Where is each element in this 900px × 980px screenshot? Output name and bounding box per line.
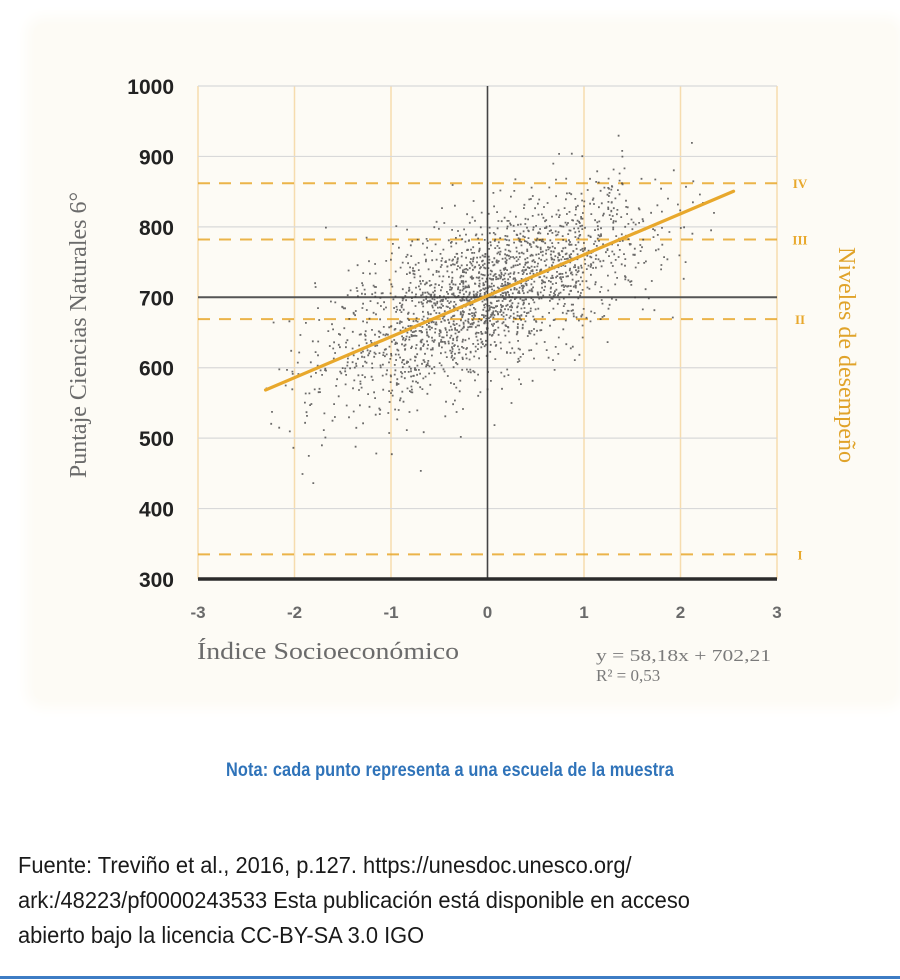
x-axis-ticks: -3 -2 -1 0 1 2 3 — [190, 603, 781, 622]
source-line: Fuente: Treviño et al., 2016, p.127. htt… — [18, 852, 632, 878]
x-tick-label: -3 — [190, 603, 205, 622]
y-axis-label: Puntaje Ciencias Naturales 6° — [66, 192, 92, 478]
y-axis-ticks: 1000 900 800 700 600 500 400 300 — [127, 76, 174, 592]
y-tick-label: 400 — [139, 499, 174, 522]
y-tick-label: 1000 — [127, 76, 174, 99]
regression-equation: y = 58,18x + 702,21 — [596, 646, 771, 665]
chart-note: Nota: cada punto representa a una escuel… — [226, 760, 674, 781]
y-tick-label: 900 — [139, 146, 174, 169]
scatter-chart: 1000 900 800 700 600 500 400 300 -3 -2 -1 0 1 2 3 IV I… — [66, 76, 859, 685]
regression-line — [263, 189, 736, 392]
x-tick-label: 0 — [483, 603, 492, 622]
chart-card — [34, 24, 896, 700]
reference-lines — [198, 86, 777, 581]
level-label-III: III — [792, 233, 807, 248]
x-tick-label: -2 — [287, 603, 302, 622]
x-tick-label: 2 — [676, 603, 685, 622]
x-tick-label: -1 — [383, 603, 398, 622]
x-axis-label: Índice Socioeconómico — [197, 639, 459, 665]
source-line: abierto bajo la licencia CC-BY-SA 3.0 IG… — [18, 922, 425, 948]
level-label-I: I — [797, 547, 802, 562]
y-tick-label: 600 — [139, 358, 174, 381]
secondary-y-axis-label: Niveles de desempeño — [833, 247, 859, 463]
y-tick-label: 700 — [139, 287, 174, 310]
y-tick-label: 500 — [139, 428, 174, 451]
x-tick-label: 1 — [579, 603, 588, 622]
source-citation: Fuente: Treviño et al., 2016, p.127. htt… — [18, 848, 836, 953]
y-tick-label: 800 — [139, 217, 174, 240]
source-line: ark:/48223/pf0000243533 Esta publicación… — [18, 887, 690, 913]
level-label-II: II — [795, 312, 805, 327]
x-tick-label: 3 — [772, 603, 781, 622]
bottom-divider — [0, 976, 900, 979]
level-label-IV: IV — [793, 176, 808, 191]
data-points — [265, 134, 715, 485]
y-tick-label: 300 — [139, 569, 174, 592]
r-squared: R² = 0,53 — [596, 666, 660, 685]
